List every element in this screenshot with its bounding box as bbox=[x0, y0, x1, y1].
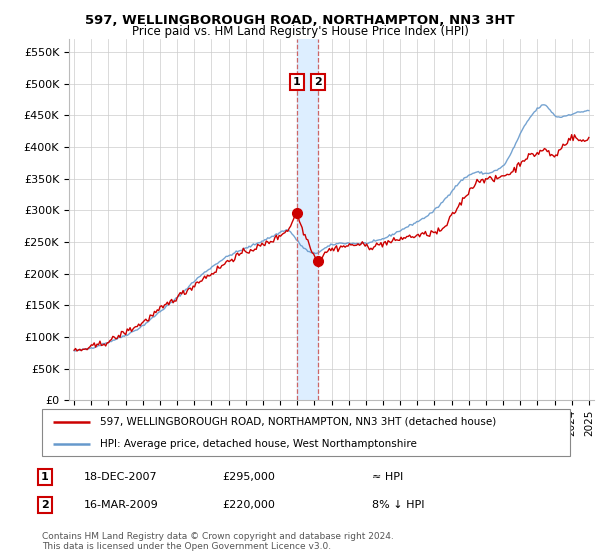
Text: 597, WELLINGBOROUGH ROAD, NORTHAMPTON, NN3 3HT: 597, WELLINGBOROUGH ROAD, NORTHAMPTON, N… bbox=[85, 14, 515, 27]
Text: 16-MAR-2009: 16-MAR-2009 bbox=[84, 500, 159, 510]
Text: £295,000: £295,000 bbox=[222, 472, 275, 482]
Text: 1: 1 bbox=[293, 77, 301, 87]
Bar bbox=[296, 39, 318, 400]
Text: £220,000: £220,000 bbox=[222, 500, 275, 510]
Text: 18-DEC-2007: 18-DEC-2007 bbox=[84, 472, 158, 482]
Text: Contains HM Land Registry data © Crown copyright and database right 2024.: Contains HM Land Registry data © Crown c… bbox=[42, 532, 394, 541]
Text: ≈ HPI: ≈ HPI bbox=[372, 472, 403, 482]
Text: 8% ↓ HPI: 8% ↓ HPI bbox=[372, 500, 425, 510]
Text: 1: 1 bbox=[41, 472, 49, 482]
Text: HPI: Average price, detached house, West Northamptonshire: HPI: Average price, detached house, West… bbox=[100, 438, 417, 449]
Text: 2: 2 bbox=[314, 77, 322, 87]
Text: This data is licensed under the Open Government Licence v3.0.: This data is licensed under the Open Gov… bbox=[42, 542, 331, 551]
Text: 597, WELLINGBOROUGH ROAD, NORTHAMPTON, NN3 3HT (detached house): 597, WELLINGBOROUGH ROAD, NORTHAMPTON, N… bbox=[100, 417, 496, 427]
Text: 2: 2 bbox=[41, 500, 49, 510]
Text: Price paid vs. HM Land Registry's House Price Index (HPI): Price paid vs. HM Land Registry's House … bbox=[131, 25, 469, 38]
